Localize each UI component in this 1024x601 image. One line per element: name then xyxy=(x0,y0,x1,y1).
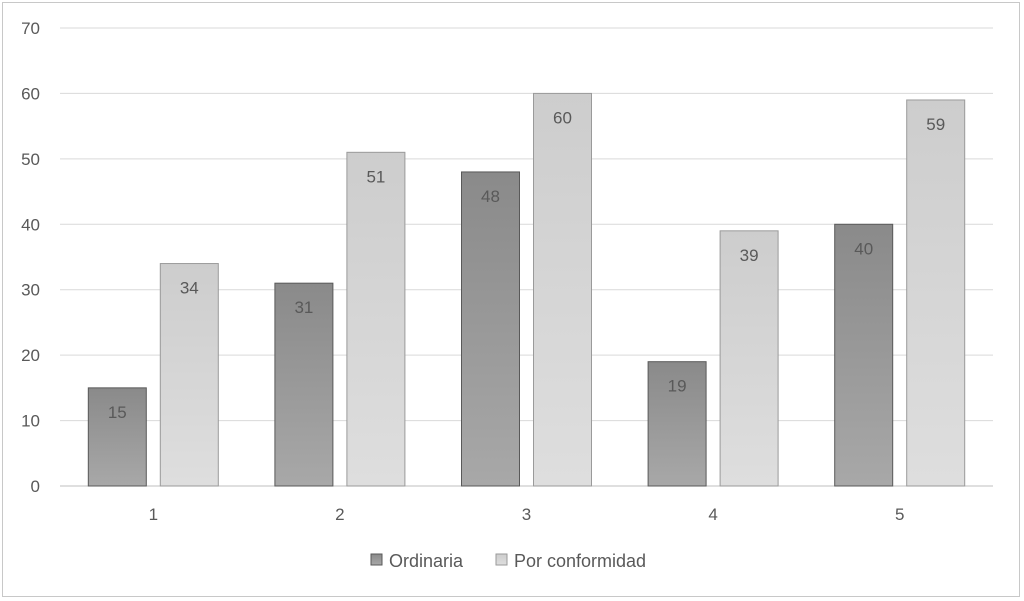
data-label: 48 xyxy=(481,187,500,206)
y-tick-label: 0 xyxy=(31,477,40,496)
legend: Ordinaria Por conformidad xyxy=(370,551,646,571)
bar-por-conformidad xyxy=(719,230,779,487)
bar-ordinaria xyxy=(834,223,894,487)
y-tick-label: 70 xyxy=(21,19,40,38)
x-tick-label: 1 xyxy=(149,505,158,524)
x-tick-label: 3 xyxy=(522,505,531,524)
bar-por-conformidad xyxy=(346,151,406,487)
data-label: 60 xyxy=(553,108,572,127)
bar-ordinaria xyxy=(461,171,520,487)
bar-por-conformidad xyxy=(159,263,219,487)
data-label: 39 xyxy=(740,246,759,265)
data-label: 59 xyxy=(926,115,945,134)
bar-por-conformidad xyxy=(906,99,966,487)
y-tick-label: 40 xyxy=(21,215,40,234)
y-axis-ticks: 0 10 20 30 40 50 60 70 xyxy=(21,19,40,496)
y-tick-label: 50 xyxy=(21,150,40,169)
legend-swatch-ordinaria xyxy=(370,553,383,566)
data-label: 19 xyxy=(668,377,687,396)
y-tick-label: 20 xyxy=(21,346,40,365)
data-label: 34 xyxy=(180,279,199,298)
x-axis-ticks: 1 2 3 4 5 xyxy=(149,505,905,524)
bars: 15 34 31 51 48 60 19 39 40 59 xyxy=(87,92,966,487)
x-tick-label: 2 xyxy=(335,505,344,524)
bar-ordinaria xyxy=(274,282,334,487)
legend-label-por-conformidad: Por conformidad xyxy=(514,551,646,571)
legend-swatch-por-conformidad xyxy=(495,553,508,566)
data-label: 40 xyxy=(854,239,873,258)
bar-ordinaria xyxy=(87,387,147,487)
x-tick-label: 5 xyxy=(895,505,904,524)
legend-label-ordinaria: Ordinaria xyxy=(389,551,464,571)
data-label: 31 xyxy=(294,298,313,317)
x-tick-label: 4 xyxy=(708,505,717,524)
data-label: 51 xyxy=(366,167,385,186)
bar-por-conformidad xyxy=(533,92,592,487)
y-tick-label: 10 xyxy=(21,412,40,431)
y-tick-label: 30 xyxy=(21,281,40,300)
y-tick-label: 60 xyxy=(21,84,40,103)
data-label: 15 xyxy=(108,403,127,422)
bar-ordinaria xyxy=(647,361,707,487)
